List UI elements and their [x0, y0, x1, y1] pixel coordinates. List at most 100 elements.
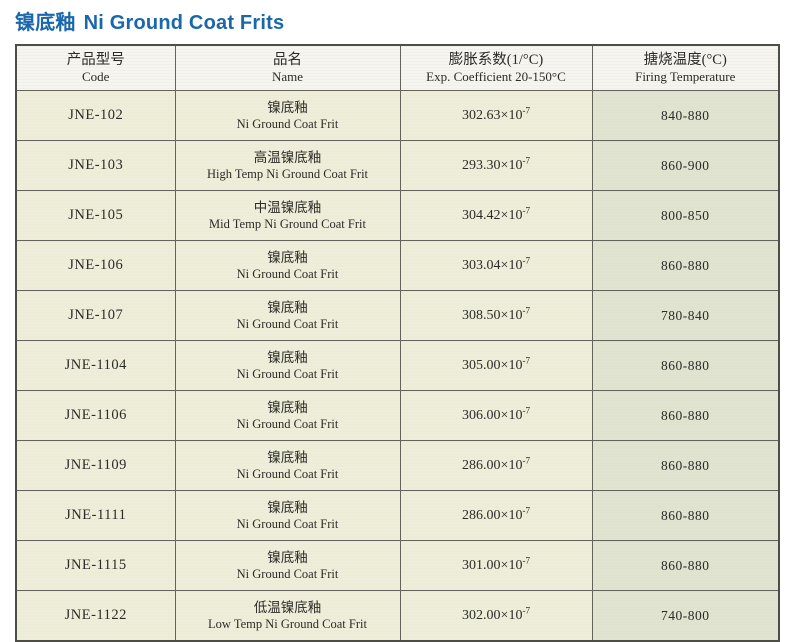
firing-temperature-cell: 840-880	[591, 90, 780, 141]
coefficient-cell: 303.04×10-7	[399, 240, 593, 291]
coefficient-exponent: -7	[522, 504, 530, 515]
table-header: 产品型号 Code 品名 Name 膨胀系数(1/°C) Exp. Coeffi…	[15, 44, 780, 91]
coefficient-value: 302.00	[462, 607, 501, 623]
coefficient-base: ×10	[500, 157, 523, 173]
coefficient-cell: 308.50×10-7	[399, 290, 593, 341]
coefficient-exponent: -7	[522, 204, 530, 215]
name-en: Ni Ground Coat Frit	[236, 367, 339, 381]
table-row: JNE-1111 镍底釉 Ni Ground Coat Frit 286.00×10-…	[15, 490, 780, 541]
coefficient-base: ×10	[500, 107, 523, 123]
name-en: Ni Ground Coat Frit	[236, 317, 339, 331]
code-cell: JNE-103	[15, 140, 176, 191]
header-coefficient-en: Exp. Coefficient 20-150°C	[426, 69, 566, 84]
header-row: 产品型号 Code 品名 Name 膨胀系数(1/°C) Exp. Coeffi…	[15, 44, 780, 91]
coefficient-cell: 286.00×10-7	[399, 440, 593, 491]
coefficient-base: ×10	[500, 557, 523, 573]
name-cell: 高温镍底釉 High Temp Ni Ground Coat Frit	[174, 140, 401, 191]
code-cell: JNE-107	[15, 290, 176, 341]
coefficient-value: 303.04	[462, 257, 501, 273]
name-cell: 低温镍底釉 Low Temp Ni Ground Coat Frit	[174, 590, 401, 642]
firing-temperature-cell: 740-800	[591, 590, 780, 642]
coefficient-value: 301.00	[462, 557, 501, 573]
coefficient-base: ×10	[500, 607, 523, 623]
name-cell: 镍底釉 Ni Ground Coat Frit	[174, 490, 401, 541]
coefficient-cell: 304.42×10-7	[399, 190, 593, 241]
coefficient-exponent: -7	[522, 604, 530, 615]
page-title-en: Ni Ground Coat Frits	[83, 12, 285, 34]
header-name: 品名 Name	[174, 44, 401, 91]
table-row: JNE-1109 镍底釉 Ni Ground Coat Frit 286.00×10-…	[15, 440, 780, 491]
name-cell: 镍底釉 Ni Ground Coat Frit	[174, 540, 401, 591]
coefficient-cell: 302.00×10-7	[399, 590, 593, 642]
table-body: JNE-102 镍底釉 Ni Ground Coat Frit 302.63×10-7…	[15, 90, 780, 642]
code-cell: JNE-102	[15, 90, 176, 141]
page-title-cn: 镍底釉	[15, 12, 76, 34]
coefficient-exponent: -7	[522, 254, 530, 265]
coefficient-base: ×10	[500, 507, 523, 523]
header-code: 产品型号 Code	[15, 44, 176, 91]
coefficient-base: ×10	[500, 257, 523, 273]
code-cell: JNE-1122	[15, 590, 176, 642]
coefficient-value: 304.42	[462, 207, 501, 223]
header-coefficient: 膨胀系数(1/°C) Exp. Coefficient 20-150°C	[399, 44, 593, 91]
firing-temperature-cell: 800-850	[591, 190, 780, 241]
coefficient-base: ×10	[500, 307, 523, 323]
table-row: JNE-103 高温镍底釉 High Temp Ni Ground Coat Fri…	[15, 140, 780, 191]
header-coefficient-cn: 膨胀系数(1/°C)	[448, 52, 544, 68]
coefficient-value: 305.00	[462, 357, 501, 373]
name-cell: 镍底釉 Ni Ground Coat Frit	[174, 440, 401, 491]
name-en: Mid Temp Ni Ground Coat Frit	[209, 217, 366, 231]
firing-temperature-cell: 860-880	[591, 440, 780, 491]
coefficient-value: 306.00	[462, 407, 501, 423]
name-cn: 高温镍底釉	[253, 150, 322, 165]
table-row: JNE-107 镍底釉 Ni Ground Coat Frit 308.50×10-7…	[15, 290, 780, 341]
header-code-cn: 产品型号	[66, 52, 125, 68]
coefficient-value: 293.30	[462, 157, 501, 173]
name-en: Ni Ground Coat Frit	[236, 267, 339, 281]
code-cell: JNE-1104	[15, 340, 176, 391]
name-en: Ni Ground Coat Frit	[236, 567, 339, 581]
code-cell: JNE-1111	[15, 490, 176, 541]
code-cell: JNE-105	[15, 190, 176, 241]
coefficient-base: ×10	[500, 357, 523, 373]
name-cn: 镍底釉	[267, 350, 308, 365]
name-cn: 镍底釉	[267, 100, 308, 115]
header-code-en: Code	[82, 69, 110, 84]
name-cn: 镍底釉	[267, 550, 308, 565]
coefficient-cell: 301.00×10-7	[399, 540, 593, 591]
name-cell: 镍底釉 Ni Ground Coat Frit	[174, 240, 401, 291]
table-row: JNE-1122 低温镍底釉 Low Temp Ni Ground Coat Fri…	[15, 590, 780, 642]
coefficient-exponent: -7	[522, 404, 530, 415]
firing-temperature-cell: 860-900	[591, 140, 780, 191]
page-title: 镍底釉 Ni Ground Coat Frits	[15, 6, 284, 35]
coefficient-exponent: -7	[522, 554, 530, 565]
header-firing-temperature: 搪烧温度(°C) Firing Temperature	[591, 44, 780, 91]
firing-temperature-cell: 860-880	[591, 490, 780, 541]
coefficient-exponent: -7	[522, 454, 530, 465]
coefficient-base: ×10	[500, 207, 523, 223]
table-row: JNE-102 镍底釉 Ni Ground Coat Frit 302.63×10-7…	[15, 90, 780, 141]
name-cn: 低温镍底釉	[253, 600, 322, 615]
coefficient-cell: 305.00×10-7	[399, 340, 593, 391]
code-cell: JNE-1106	[15, 390, 176, 441]
firing-temperature-cell: 860-880	[591, 540, 780, 591]
header-name-en: Name	[271, 69, 304, 84]
name-cn: 镍底釉	[267, 300, 308, 315]
name-cell: 中温镍底釉 Mid Temp Ni Ground Coat Frit	[174, 190, 401, 241]
header-firing-temperature-en: Firing Temperature	[635, 69, 736, 84]
firing-temperature-cell: 860-880	[591, 340, 780, 391]
name-en: Ni Ground Coat Frit	[236, 417, 339, 431]
firing-temperature-cell: 780-840	[591, 290, 780, 341]
frits-spec-table: 产品型号 Code 品名 Name 膨胀系数(1/°C) Exp. Coeffi…	[15, 44, 780, 642]
coefficient-base: ×10	[500, 457, 523, 473]
name-cn: 镍底釉	[267, 500, 308, 515]
firing-temperature-cell: 860-880	[591, 240, 780, 291]
name-cn: 中温镍底釉	[253, 200, 322, 215]
code-cell: JNE-1109	[15, 440, 176, 491]
coefficient-value: 308.50	[462, 307, 501, 323]
table-row: JNE-105 中温镍底釉 Mid Temp Ni Ground Coat Frit…	[15, 190, 780, 241]
header-firing-temperature-cn: 搪烧温度(°C)	[643, 52, 727, 68]
name-cell: 镍底釉 Ni Ground Coat Frit	[174, 340, 401, 391]
name-cn: 镍底釉	[267, 400, 308, 415]
table-row: JNE-1104 镍底釉 Ni Ground Coat Frit 305.00×10-…	[15, 340, 780, 391]
